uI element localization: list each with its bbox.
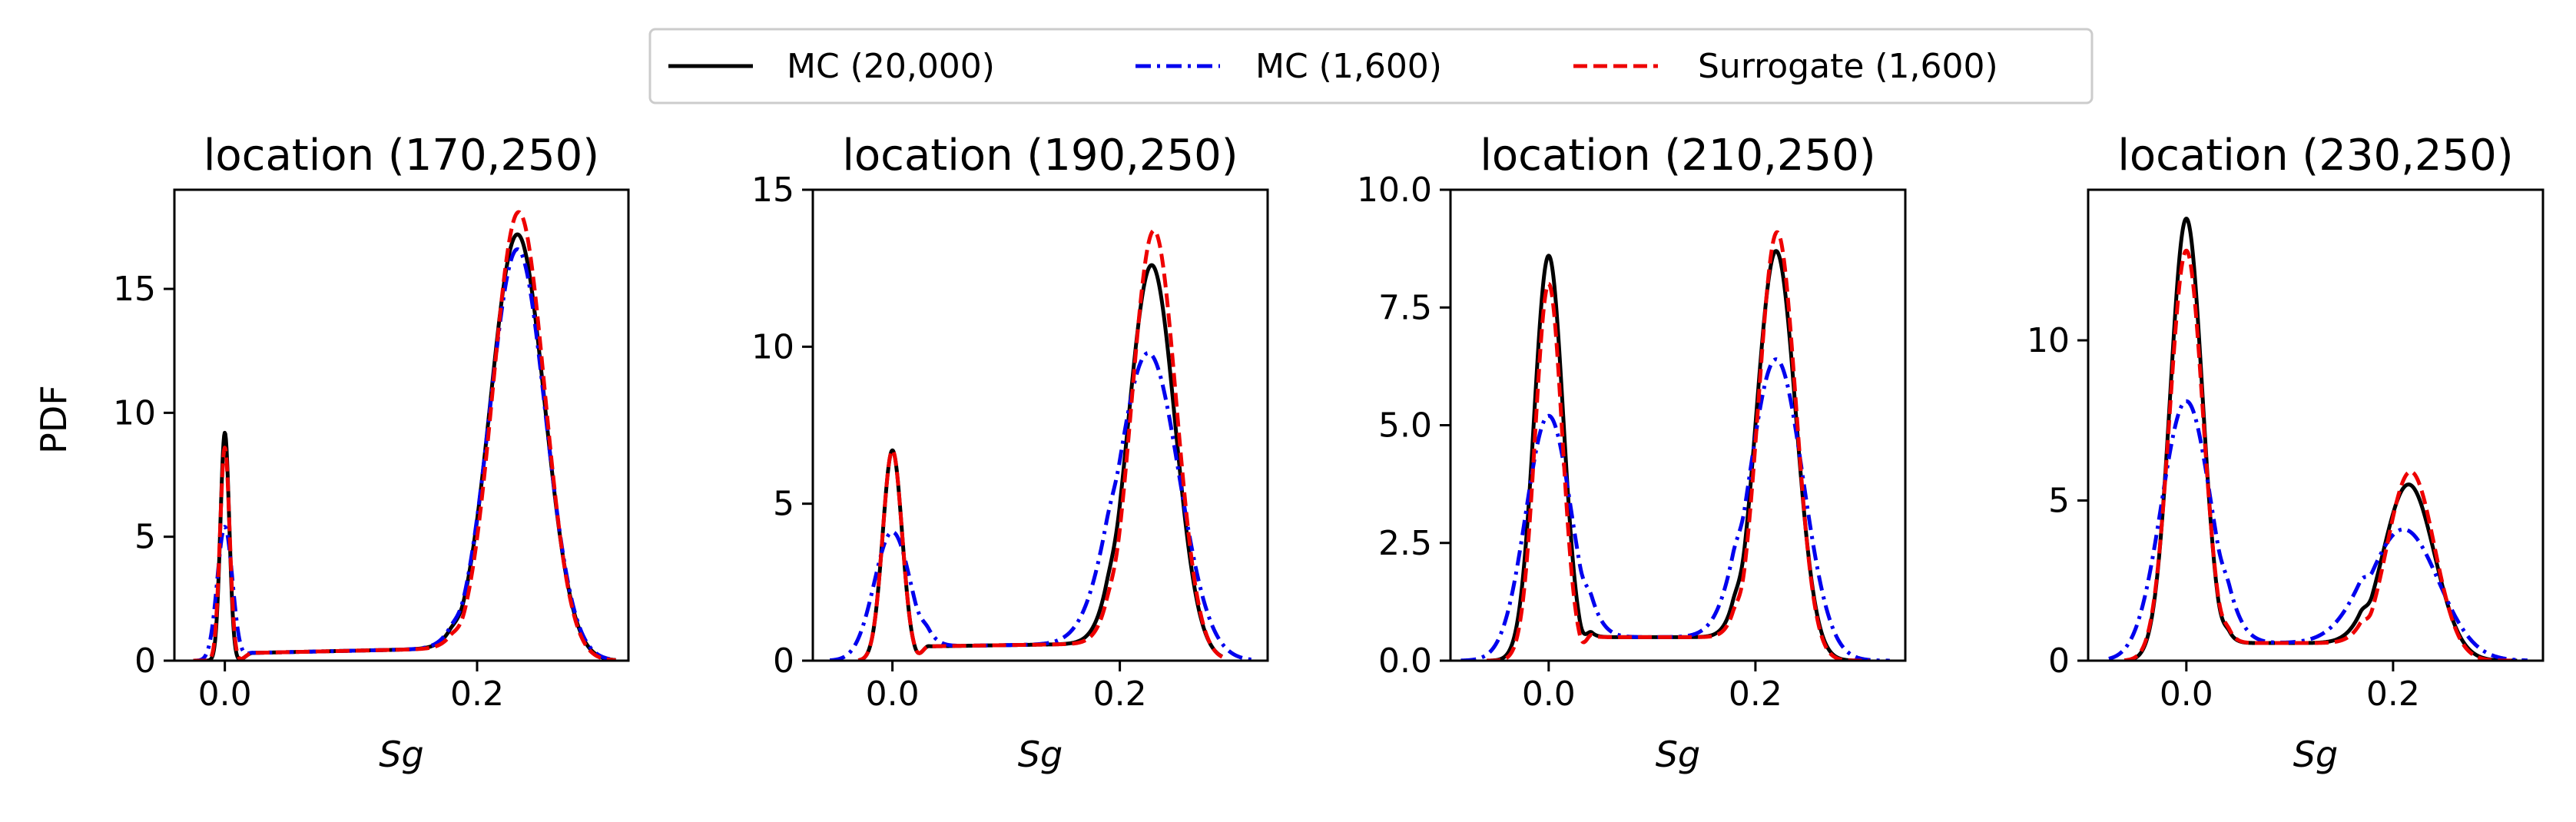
legend-label-surrogate-1600: Surrogate (1,600) <box>1698 47 1998 86</box>
panel-2-series-mc-1600 <box>828 351 1258 661</box>
panel-2-series-surrogate-1600 <box>857 228 1224 661</box>
panel-3-series-group <box>1459 230 1891 661</box>
panel-4-series-surrogate-1600 <box>2123 248 2519 661</box>
panel-3-x-axis-label: Sg <box>1656 734 1700 775</box>
panel-2-xtick-label: 0.0 <box>866 675 920 714</box>
panel-4-axes-frame <box>2087 188 2545 662</box>
legend-label-mc-1600: MC (1,600) <box>1255 47 1442 86</box>
panel-2-axes-frame <box>811 188 1269 662</box>
panel-1-ytick-label: 5 <box>134 518 156 557</box>
panel-1-x-axis-label: Sg <box>379 734 423 775</box>
panel-3: location (210,250) 0.0 0.2 0.0 2.5 5.0 7.5 10.0… <box>1357 131 1907 775</box>
panel-4-ytick-label: 10 <box>2027 321 2070 360</box>
panel-4-xtick-label: 0.2 <box>2366 675 2420 714</box>
panel-4-series-mc-1600 <box>2107 399 2529 661</box>
panel-4-ytick-label: 5 <box>2048 481 2070 520</box>
panel-1-ytick-label: 15 <box>113 270 156 309</box>
legend-frame <box>648 28 2094 104</box>
panel-2-ytick-label: 10 <box>751 327 794 366</box>
panel-4-xtick-label: 0.0 <box>2160 675 2213 714</box>
legend-label-mc-20000: MC (20,000) <box>787 47 995 86</box>
panel-1-title: location (170,250) <box>204 131 599 181</box>
panel-4-series-mc-20000 <box>2123 217 2519 661</box>
panel-4-ytick-label: 0 <box>2048 641 2070 681</box>
panel-4: location (230,250) 0.0 0.2 0 5 10 Sg <box>2027 131 2545 775</box>
panel-3-ytick-label: 0.0 <box>1378 641 1432 681</box>
legend-entry-surrogate-1600: Surrogate (1,600) <box>1573 47 1998 86</box>
panel-1-series-surrogate-1600 <box>191 210 618 661</box>
panel-4-x-axis-label: Sg <box>2293 734 2338 775</box>
panel-3-xtick-label: 0.0 <box>1522 675 1576 714</box>
panel-3-title: location (210,250) <box>1480 131 1875 181</box>
panel-1-axes-frame <box>173 188 630 662</box>
panel-3-series-surrogate-1600 <box>1485 230 1871 661</box>
panel-2-x-axis-label: Sg <box>1018 734 1063 775</box>
panel-3-ytick-label: 2.5 <box>1378 524 1432 563</box>
legend-entry-mc-1600: MC (1,600) <box>1135 47 1442 86</box>
panel-1-series-mc-1600 <box>191 247 618 661</box>
panel-3-xtick-label: 0.2 <box>1729 675 1782 714</box>
panel-4-title: location (230,250) <box>2117 131 2513 181</box>
panel-2-xtick-label: 0.2 <box>1093 675 1147 714</box>
panel-2-ytick-label: 0 <box>773 641 794 681</box>
panel-1-ytick-label: 0 <box>134 641 156 681</box>
panel-2-ytick-label: 5 <box>773 485 794 524</box>
panel-1: location (170,250) 0.0 0.2 0 5 10 15 Sg <box>113 131 630 775</box>
legend: MC (20,000) MC (1,600) Surrogate (1,600) <box>648 28 2094 104</box>
panel-2-ytick-label: 15 <box>751 171 794 210</box>
y-axis-label: PDF <box>33 385 75 454</box>
panel-1-xtick-label: 0.2 <box>450 675 504 714</box>
panel-1-xtick-label: 0.0 <box>198 675 252 714</box>
legend-entry-mc-20000: MC (20,000) <box>668 47 995 86</box>
panel-4-series-group <box>2107 217 2529 661</box>
panel-3-axes-frame <box>1449 188 1907 662</box>
panel-3-ytick-label: 10.0 <box>1357 171 1432 210</box>
panel-3-series-mc-1600 <box>1459 357 1891 661</box>
panel-1-series-group <box>191 210 618 661</box>
panel-1-series-mc-20000 <box>191 232 618 661</box>
panel-1-ytick-label: 10 <box>113 393 156 433</box>
panel-2: location (190,250) 0.0 0.2 0 5 10 15 Sg <box>751 131 1269 775</box>
panel-3-ytick-label: 7.5 <box>1378 288 1432 327</box>
panel-2-series-group <box>828 228 1258 661</box>
panel-2-title: location (190,250) <box>842 131 1238 181</box>
panel-3-ytick-label: 5.0 <box>1378 406 1432 446</box>
